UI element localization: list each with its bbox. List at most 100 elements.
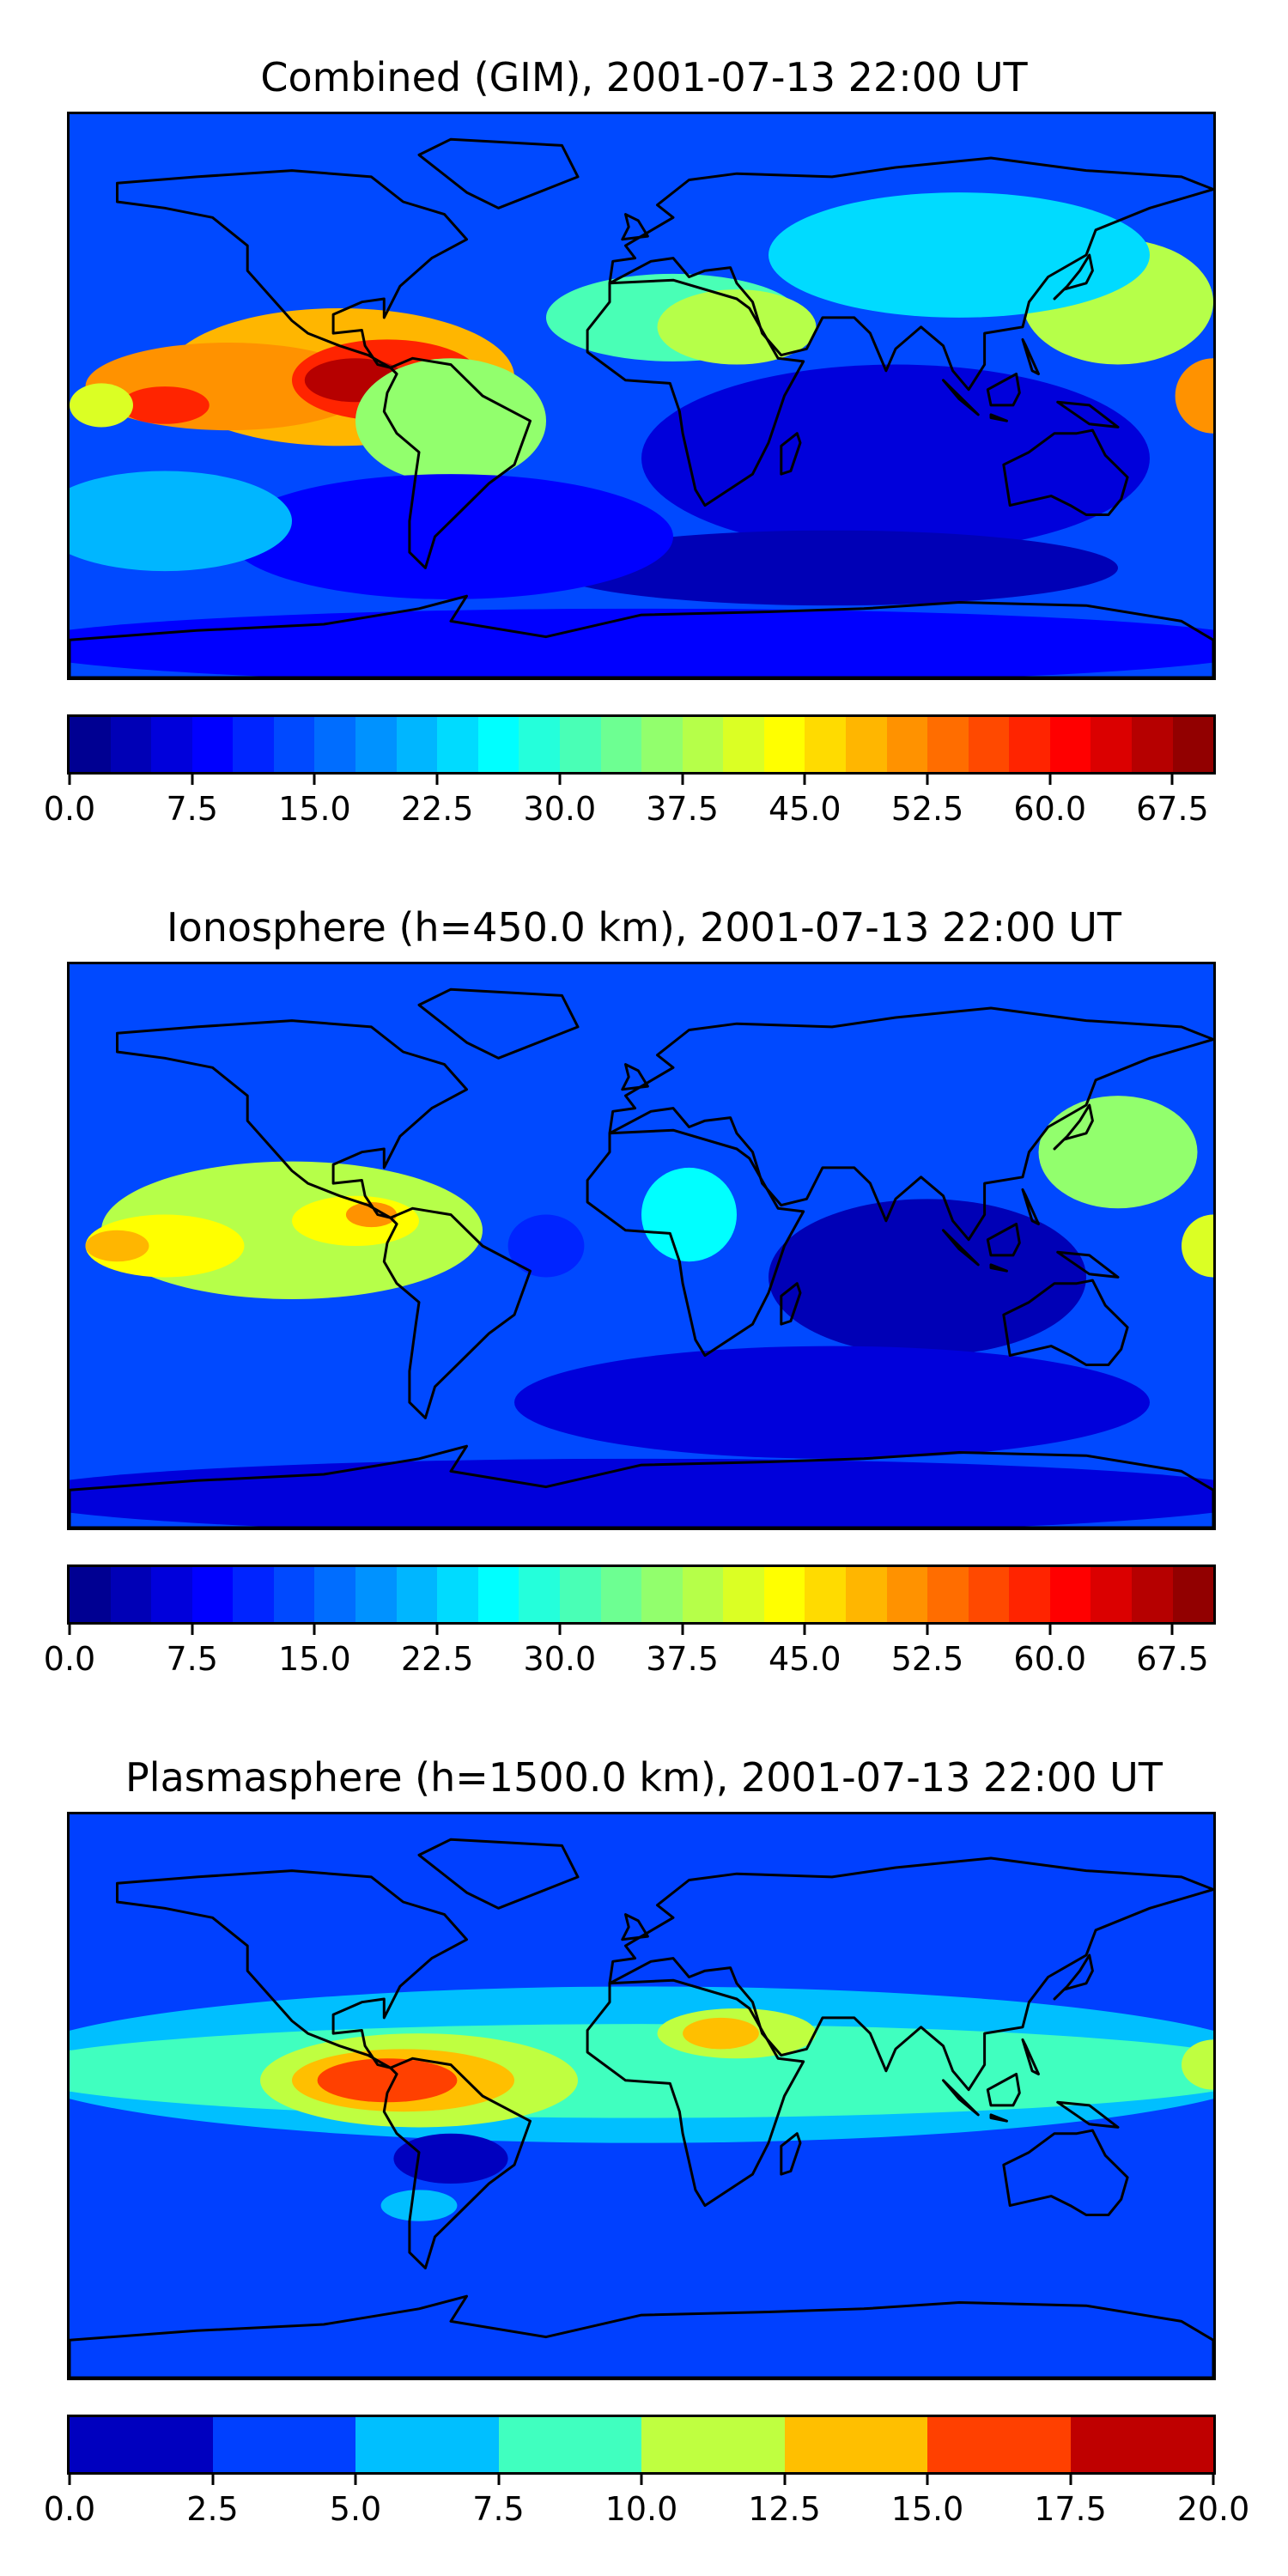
- colorbar-tick-label: 10.0: [605, 2490, 678, 2528]
- colorbar-level: [477, 1567, 519, 1622]
- coastline-10: [1021, 1188, 1040, 1225]
- colorbar-tick: [191, 1625, 194, 1635]
- coastline-2: [417, 1838, 580, 1910]
- colorbar-tick: [783, 2475, 786, 2485]
- heatmap-contour-7: [1182, 2039, 1213, 2090]
- colorbar-tick-label: 52.5: [890, 790, 964, 828]
- coastline-4: [608, 1006, 1213, 1242]
- colorbar-level: [805, 1567, 846, 1622]
- colorbar-tick: [435, 1625, 439, 1635]
- colorbar-level: [355, 717, 397, 772]
- colorbar-tick-label: 45.0: [768, 790, 841, 828]
- coastline-14: [1056, 2100, 1120, 2129]
- panel-2-map: [67, 962, 1216, 1530]
- colorbar-tick: [1170, 775, 1174, 785]
- coastline-1: [382, 356, 532, 569]
- heatmap-contour-4: [345, 1201, 398, 1228]
- coastline-12: [989, 2113, 1008, 2123]
- panel-2-heatmap: [70, 964, 1213, 1528]
- colorbar-level: [437, 1567, 478, 1622]
- colorbar-level: [498, 2417, 641, 2472]
- colorbar-tick: [681, 775, 684, 785]
- coastline-11: [942, 1229, 980, 1267]
- colorbar-tick: [640, 2475, 643, 2485]
- colorbar-level: [559, 717, 601, 772]
- colorbar-tick: [558, 1625, 562, 1635]
- colorbar-level: [927, 1567, 969, 1622]
- colorbar-level: [70, 717, 111, 772]
- colorbar-tick: [313, 1625, 316, 1635]
- colorbar-tick-label: 17.5: [1034, 2490, 1107, 2528]
- coastline-7: [1053, 1953, 1094, 2001]
- heatmap-contour-4: [317, 2058, 458, 2103]
- colorbar-level: [1132, 1567, 1173, 1622]
- colorbar-level: [1091, 1567, 1133, 1622]
- colorbar-tick-label: 22.5: [400, 790, 474, 828]
- colorbar-tick-label: 30.0: [523, 790, 597, 828]
- coastline-0: [116, 1869, 468, 2069]
- coastline-4: [608, 1856, 1213, 2092]
- colorbar-level: [233, 1567, 274, 1622]
- colorbar-level: [477, 717, 519, 772]
- panel-2-colorbar: [67, 1564, 1216, 1625]
- coastline-4: [608, 156, 1213, 392]
- colorbar-level: [1091, 717, 1133, 772]
- colorbar-tick: [1048, 1625, 1052, 1635]
- heatmap-contour-10: [1175, 358, 1213, 434]
- colorbar-tick-label: 15.0: [278, 1640, 351, 1678]
- heatmap-contour-1: [85, 1214, 245, 1278]
- colorbar-tick: [1048, 775, 1052, 785]
- coastline-8: [621, 1913, 649, 1941]
- coastline-3: [586, 278, 805, 507]
- coastline-6: [70, 594, 1213, 677]
- colorbar-tick-label: 7.5: [472, 2490, 525, 2528]
- colorbar-level: [784, 2417, 927, 2472]
- heatmap-contour-16: [70, 608, 1213, 677]
- colorbar-level: [1009, 717, 1050, 772]
- colorbar-tick-label: 0.0: [43, 790, 96, 828]
- panel-1-heatmap: [70, 114, 1213, 677]
- colorbar-tick-label: 37.5: [646, 790, 719, 828]
- coastline-13: [986, 373, 1021, 407]
- colorbar-tick-label: 67.5: [1136, 1640, 1209, 1678]
- coastline-5: [1002, 1279, 1129, 1366]
- heatmap-contour-9: [514, 1346, 1150, 1459]
- colorbar-tick-label: 0.0: [43, 2490, 96, 2528]
- coastline-9: [780, 2132, 802, 2176]
- colorbar-tick-label: 20.0: [1176, 2490, 1250, 2528]
- colorbar-level: [845, 1567, 887, 1622]
- panel-1-title: Combined (GIM), 2001-07-13 22:00 UT: [260, 54, 1028, 100]
- colorbar-level: [886, 1567, 928, 1622]
- colorbar-level: [191, 717, 234, 772]
- heatmap-contour-6: [683, 2017, 759, 2050]
- coastline-1: [382, 1206, 532, 1419]
- coastline-3: [586, 1978, 805, 2208]
- colorbar-level: [151, 717, 192, 772]
- colorbar-tick: [926, 2475, 929, 2485]
- coastline-10: [1021, 337, 1040, 375]
- colorbar-tick: [313, 775, 316, 785]
- colorbar-level: [273, 1567, 315, 1622]
- colorbar-tick: [926, 1625, 929, 1635]
- coastline-5: [1002, 428, 1129, 516]
- colorbar-tick-label: 30.0: [523, 1640, 597, 1678]
- panel-3-colorbar-ticks: 0.0 2.5 5.0 7.5 10.0 12.5 15.0 17.5 20.0: [44, 2475, 1249, 2528]
- colorbar-tick: [1170, 1625, 1174, 1635]
- heatmap-contour-7: [1182, 1214, 1213, 1278]
- coastline-7: [1053, 1103, 1094, 1151]
- colorbar-tick: [1212, 2475, 1215, 2485]
- colorbar-level: [437, 717, 478, 772]
- coastline-14: [1056, 400, 1120, 428]
- heatmap-contour-11: [70, 1458, 1213, 1528]
- colorbar-level: [600, 1567, 642, 1622]
- colorbar-tick-label: 67.5: [1136, 790, 1209, 828]
- colorbar-tick: [558, 775, 562, 785]
- colorbar-level: [396, 717, 438, 772]
- panel-3-title: Plasmasphere (h=1500.0 km), 2001-07-13 2…: [125, 1754, 1163, 1801]
- colorbar-tick: [68, 1625, 71, 1635]
- colorbar-level: [212, 2417, 355, 2472]
- coastline-5: [1002, 2129, 1129, 2216]
- colorbar-level: [396, 1567, 438, 1622]
- colorbar-tick-label: 45.0: [768, 1640, 841, 1678]
- colorbar-tick-label: 5.0: [329, 2490, 382, 2528]
